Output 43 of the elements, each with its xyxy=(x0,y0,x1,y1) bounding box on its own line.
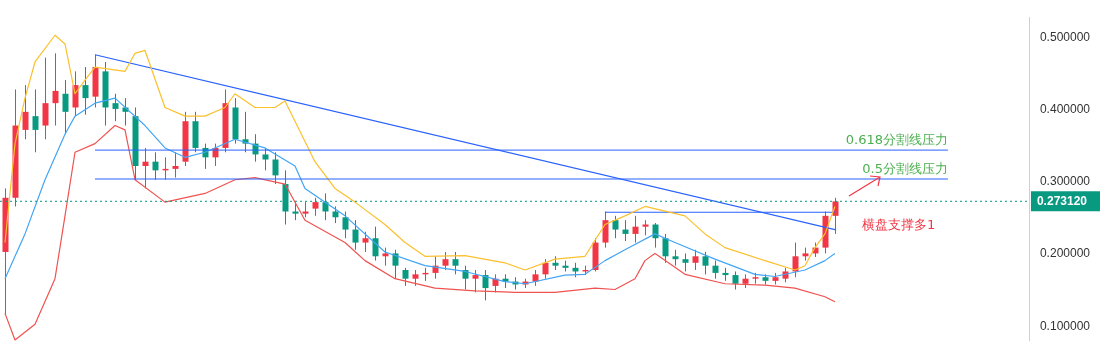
candlestick xyxy=(342,211,349,239)
candlestick xyxy=(172,151,179,179)
candlestick xyxy=(792,242,799,278)
candlestick xyxy=(662,233,669,264)
text: 横盘支撑多1 xyxy=(862,217,936,233)
candlestick xyxy=(142,147,149,189)
candlestick xyxy=(292,201,299,221)
candlestick xyxy=(542,258,549,280)
candlestick xyxy=(312,197,319,217)
y-tick-label: 0.200000 xyxy=(1039,246,1091,261)
candlestick xyxy=(402,267,409,287)
ref-line-label: 0.273120 xyxy=(1036,193,1088,208)
y-tick-label: 0.400000 xyxy=(1039,101,1091,116)
ref-line-label: 0.5分割线压力 xyxy=(862,161,948,177)
candlestick xyxy=(362,231,369,253)
candlestick xyxy=(632,215,639,244)
candlestick xyxy=(452,251,459,275)
candlestick xyxy=(152,151,159,181)
candlestick xyxy=(32,88,39,153)
candlestick xyxy=(392,249,399,280)
candlestick xyxy=(832,197,839,235)
candlestick xyxy=(22,84,29,140)
candlestick xyxy=(372,226,379,262)
candlestick xyxy=(62,79,69,135)
candlestick xyxy=(382,247,389,267)
candlestick xyxy=(42,57,49,140)
candlestick xyxy=(702,251,709,275)
candlestick xyxy=(612,215,619,239)
candlestick xyxy=(352,219,359,251)
candlestick xyxy=(602,211,609,249)
y-tick-label: 0.300000 xyxy=(1039,174,1091,189)
candlestick xyxy=(272,151,279,185)
candlestick xyxy=(442,251,449,271)
y-tick-label: 0.500000 xyxy=(1039,29,1091,44)
candlestick xyxy=(52,52,59,127)
candlestick xyxy=(682,252,689,272)
candlestick xyxy=(112,93,119,122)
candlestick xyxy=(732,270,739,291)
candlestick xyxy=(82,66,89,116)
y-tick-label: 0.100000 xyxy=(1039,318,1091,333)
candlestick xyxy=(622,219,629,242)
candlestick xyxy=(712,260,719,280)
ref-line-label: 0.618分割线压力 xyxy=(845,132,948,148)
